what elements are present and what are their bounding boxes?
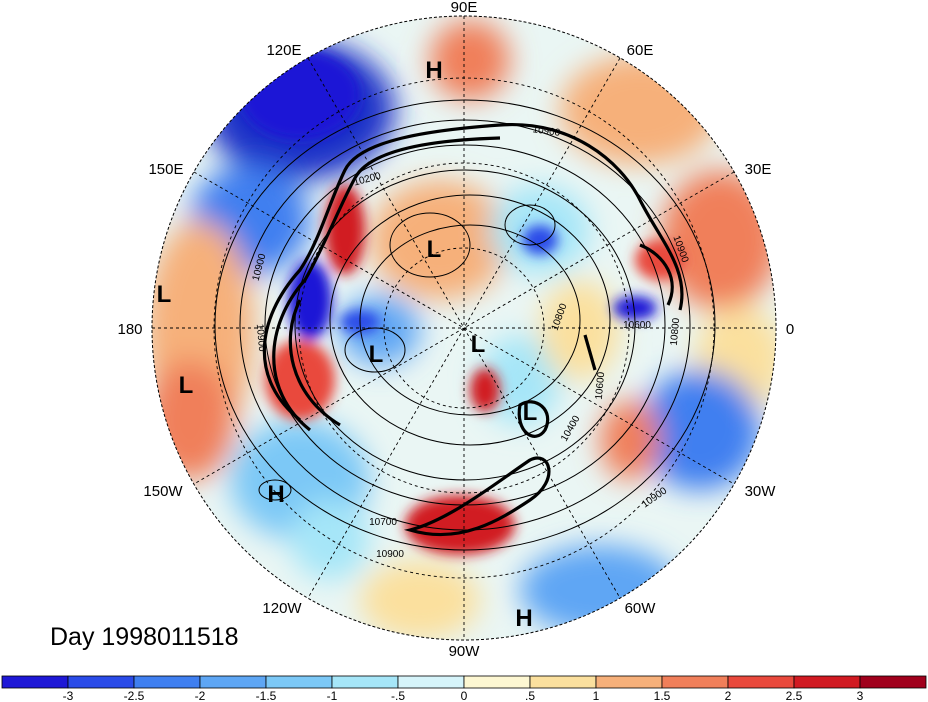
colorbar-swatch <box>727 675 795 689</box>
low-pressure-marker: L <box>471 331 486 358</box>
colorbar-swatch <box>133 675 201 689</box>
lon-label-90w: 90W <box>449 643 481 660</box>
colorbar-swatch <box>265 675 333 689</box>
high-pressure-marker: H <box>425 57 442 84</box>
contour-label: 10900 <box>532 124 562 139</box>
pressure-centers: H L L L L L L H H <box>157 57 538 632</box>
lon-label-0: 0 <box>786 321 794 338</box>
contour-label: 10600 <box>594 371 607 400</box>
colorbar-swatch <box>859 675 927 689</box>
lon-label-180: 180 <box>117 321 142 338</box>
colorbar-swatch <box>67 675 135 689</box>
longitude-labels: 90E 60E 30E 0 30W 60W 90W 120W 150W 180 … <box>117 0 794 660</box>
colorbar-swatch <box>595 675 663 689</box>
contour-label: 10900 <box>254 323 267 352</box>
colorbar: -3 -2.5 -2 -1.5 -1 -.5 0 .5 1 1.5 2 2.5 3 <box>1 675 927 702</box>
colorbar-swatch <box>661 675 729 689</box>
colorbar-swatch <box>331 675 399 689</box>
colorbar-tick-label: -.5 <box>391 689 405 702</box>
low-pressure-marker: L <box>427 236 442 263</box>
lon-label-60w: 60W <box>625 600 657 617</box>
contour-label: 10900 <box>376 549 404 560</box>
map-boundary <box>151 15 777 641</box>
high-pressure-marker: H <box>267 481 284 508</box>
lon-label-30e: 30E <box>745 161 772 178</box>
contour-label: 10600 <box>623 320 651 331</box>
colorbar-swatch <box>529 675 597 689</box>
colorbar-swatch <box>397 675 465 689</box>
graticule <box>152 16 776 640</box>
colorbar-tick-label: 1 <box>593 689 600 702</box>
colorbar-tick-label: 0 <box>461 689 468 702</box>
lon-label-30w: 30W <box>745 483 777 500</box>
colorbar-tick-label: 2 <box>725 689 732 702</box>
colorbar-swatch <box>793 675 861 689</box>
colorbar-tick-label: 3 <box>857 689 864 702</box>
contour-label: 10800 <box>669 317 682 346</box>
colorbar-tick-label: -2.5 <box>124 689 145 702</box>
colorbar-tick-label: 1.5 <box>654 689 671 702</box>
colorbar-swatch <box>1 675 69 689</box>
colorbar-tick-label: -3 <box>63 689 74 702</box>
colorbar-tick-label: .5 <box>525 689 535 702</box>
lon-label-90e: 90E <box>451 0 478 16</box>
colorbar-tick-label: 2.5 <box>786 689 803 702</box>
lon-label-60e: 60E <box>627 42 654 59</box>
lon-label-150w: 150W <box>143 483 183 500</box>
colorbar-tick-label: -1.5 <box>256 689 277 702</box>
day-label: Day 1998011518 <box>50 623 239 651</box>
lon-label-120w: 120W <box>262 600 302 617</box>
contour-label: 10700 <box>369 517 397 528</box>
lon-label-150e: 150E <box>148 161 183 178</box>
colorbar-tick-label: -1 <box>327 689 338 702</box>
colorbar-swatch <box>463 675 531 689</box>
low-pressure-marker: L <box>523 399 538 426</box>
low-pressure-marker: L <box>179 372 194 399</box>
colorbar-swatches <box>1 675 927 689</box>
colorbar-tick-labels: -3 -2.5 -2 -1.5 -1 -.5 0 .5 1 1.5 2 2.5 3 <box>63 689 864 702</box>
high-pressure-marker: H <box>515 605 532 632</box>
colorbar-tick-label: -2 <box>195 689 206 702</box>
low-pressure-marker: L <box>157 281 172 308</box>
colorbar-swatch <box>199 675 267 689</box>
low-pressure-marker: L <box>369 341 384 368</box>
lon-label-120e: 120E <box>266 42 301 59</box>
